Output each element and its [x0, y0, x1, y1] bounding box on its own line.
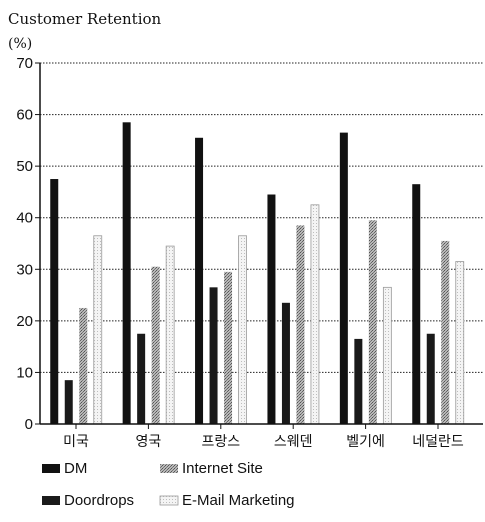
legend-swatch — [42, 496, 60, 505]
legend: DM Doordrops Internet Site E-Mail Marketing — [42, 460, 295, 509]
legend-label: E-Mail Marketing — [182, 492, 295, 509]
bar-3-2 — [238, 235, 247, 425]
legend-label: Doordrops — [64, 492, 134, 509]
bar-3-4 — [382, 286, 392, 425]
bar-1-2 — [209, 287, 218, 424]
bar-2-5 — [441, 240, 450, 424]
bar-1-1 — [137, 333, 146, 424]
bar-2-0 — [79, 307, 88, 424]
y-axis-unit: (%) — [8, 36, 32, 52]
bar-3-5 — [455, 261, 465, 425]
bar-2-1 — [151, 266, 160, 424]
y-tick-label: 40 — [16, 210, 33, 227]
x-category-label: 네덜란드 — [412, 434, 464, 450]
x-category-label: 영국 — [136, 434, 162, 450]
bar-3-0 — [93, 235, 103, 425]
x-category-label: 프랑스 — [201, 434, 240, 450]
y-tick-label: 50 — [16, 158, 33, 175]
bar-1-4 — [354, 338, 363, 424]
chart-title: Customer Retention — [8, 10, 162, 28]
bar-3-3 — [310, 204, 320, 425]
y-tick-labels: 0 10 20 30 40 50 60 70 — [16, 55, 33, 433]
bar-0-4 — [339, 132, 348, 424]
y-tick-label: 60 — [16, 107, 33, 124]
bar-1-0 — [64, 380, 73, 424]
axes — [35, 62, 483, 429]
bar-0-1 — [122, 122, 131, 425]
x-category-label: 미국 — [63, 434, 89, 450]
bar-0-0 — [50, 179, 59, 424]
bar-1-3 — [281, 302, 290, 424]
legend-swatch — [160, 464, 178, 473]
bar-2-2 — [224, 271, 233, 424]
bar-1-5 — [426, 333, 435, 424]
bar-0-5 — [412, 184, 421, 424]
gridlines — [40, 62, 483, 373]
legend-swatch — [42, 464, 60, 473]
legend-label: Internet Site — [182, 460, 263, 477]
y-tick-label: 30 — [16, 261, 33, 278]
x-category-label: 스웨덴 — [274, 434, 313, 450]
y-tick-label: 10 — [16, 364, 33, 381]
x-category-label: 벨기에 — [346, 434, 385, 450]
legend-label: DM — [64, 460, 87, 477]
bar-0-3 — [267, 194, 276, 424]
bar-3-1 — [165, 245, 175, 425]
legend-swatch — [159, 495, 179, 506]
y-tick-label: 70 — [16, 55, 33, 72]
bar-2-3 — [296, 225, 305, 424]
y-tick-label: 20 — [16, 313, 33, 330]
bars — [50, 122, 465, 425]
y-tick-label: 0 — [25, 416, 33, 433]
bar-0-2 — [195, 137, 204, 424]
x-category-labels: 미국 영국 프랑스 스웨덴 벨기에 네덜란드 — [63, 434, 464, 450]
bar-2-4 — [368, 220, 377, 424]
